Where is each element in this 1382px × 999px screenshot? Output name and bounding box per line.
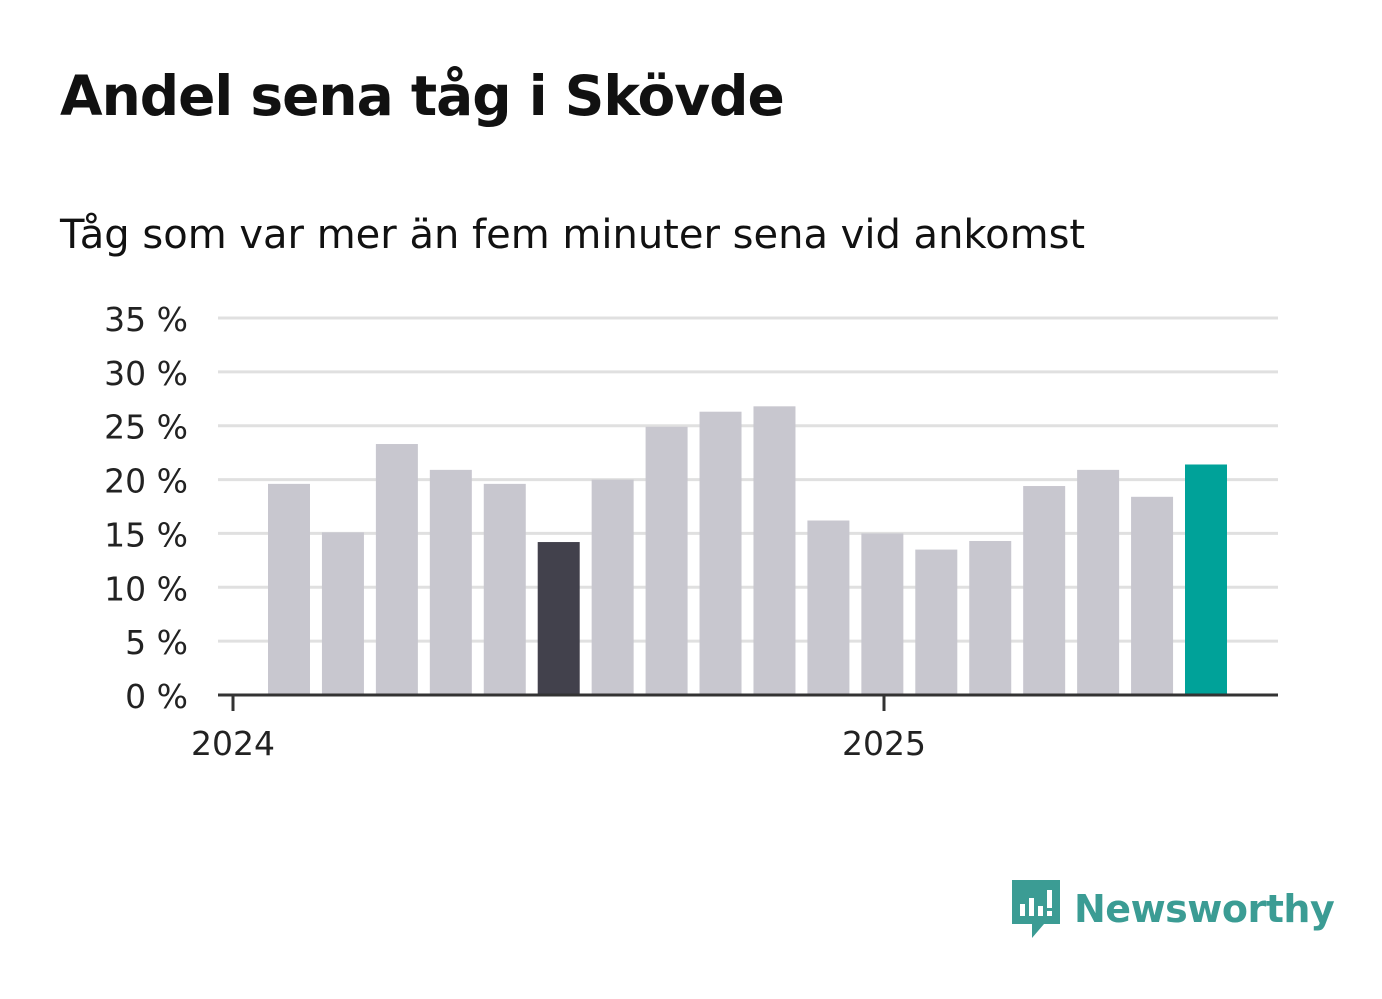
bar bbox=[753, 406, 796, 695]
bar bbox=[537, 542, 580, 695]
bar bbox=[321, 532, 364, 695]
y-tick-label: 10 % bbox=[104, 569, 188, 608]
chart-title: Andel sena tåg i Skövde bbox=[60, 64, 785, 128]
bar bbox=[429, 469, 472, 695]
bar bbox=[1131, 496, 1174, 695]
newsworthy-logo-text: Newsworthy bbox=[1074, 887, 1335, 931]
y-tick-label: 35 % bbox=[104, 300, 188, 339]
bar bbox=[915, 549, 958, 695]
x-tick-label: 2024 bbox=[191, 724, 275, 763]
bar bbox=[1077, 469, 1120, 695]
bar bbox=[645, 426, 688, 695]
bar bbox=[591, 479, 634, 695]
bar-chart: 0 % 5 % 10 % 15 % 20 % 25 % 30 % 35 % 2024 2025 bbox=[104, 300, 1278, 763]
y-tick-label: 5 % bbox=[125, 623, 188, 662]
bar bbox=[1023, 486, 1066, 695]
newsworthy-logo: Newsworthy bbox=[1010, 878, 1335, 940]
bar bbox=[807, 520, 850, 695]
bar bbox=[483, 483, 526, 695]
y-tick-label: 15 % bbox=[104, 515, 188, 554]
y-tick-label: 20 % bbox=[104, 462, 188, 501]
y-tick-label: 0 % bbox=[125, 677, 188, 716]
bar bbox=[1185, 464, 1227, 695]
y-tick-label: 25 % bbox=[104, 408, 188, 447]
bar bbox=[969, 540, 1012, 695]
x-tick-label: 2025 bbox=[842, 724, 926, 763]
bar bbox=[699, 411, 742, 695]
newsworthy-logo-icon bbox=[1012, 880, 1060, 938]
chart-subtitle: Tåg som var mer än fem minuter sena vid … bbox=[60, 212, 1086, 258]
y-tick-label: 30 % bbox=[104, 354, 188, 393]
bar bbox=[375, 444, 418, 695]
bar bbox=[268, 483, 310, 695]
bar bbox=[861, 533, 904, 695]
